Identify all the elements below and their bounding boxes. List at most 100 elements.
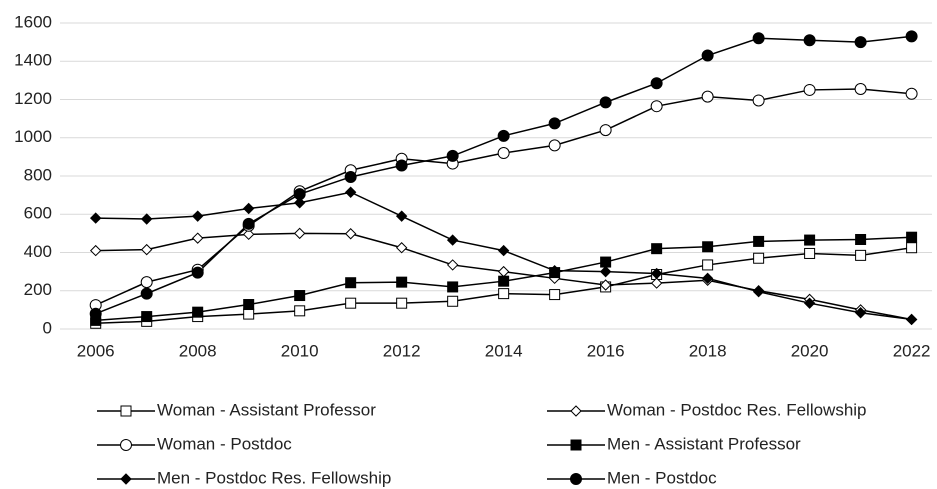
y-tick-label: 800 [24, 165, 52, 184]
marker [497, 244, 510, 257]
marker [803, 34, 816, 47]
marker [140, 276, 153, 289]
legend-label: Woman - Postdoc Res. Fellowship [607, 400, 867, 419]
legend-label: Woman - Assistant Professor [157, 400, 376, 419]
legend-label: Men - Postdoc [607, 468, 717, 487]
legend-item: Men - Assistant Professor [547, 434, 801, 453]
marker [753, 252, 765, 264]
marker [599, 124, 612, 137]
x-tick-label: 2016 [587, 341, 625, 360]
marker [396, 297, 408, 309]
marker [345, 277, 357, 289]
marker [498, 275, 510, 287]
x-tick-label: 2018 [689, 341, 727, 360]
marker [293, 197, 306, 209]
marker [89, 307, 102, 320]
marker [497, 147, 510, 160]
marker [345, 297, 357, 309]
x-tick-label: 2020 [791, 341, 829, 360]
marker [191, 266, 204, 279]
marker [906, 231, 918, 243]
marker [242, 228, 255, 241]
marker [650, 277, 663, 289]
marker [855, 249, 867, 261]
marker [651, 243, 663, 255]
legend-label: Men - Postdoc Res. Fellowship [157, 468, 391, 487]
marker [752, 32, 765, 45]
marker [804, 247, 816, 259]
marker [549, 289, 561, 301]
marker [89, 244, 102, 257]
marker [294, 290, 306, 302]
y-tick-label: 1600 [14, 12, 52, 31]
marker [344, 228, 357, 240]
marker [905, 313, 918, 326]
marker [446, 149, 459, 162]
marker [120, 439, 132, 451]
marker [600, 256, 612, 268]
marker [344, 186, 357, 198]
marker [243, 308, 255, 320]
marker [191, 232, 204, 244]
marker [906, 242, 918, 254]
marker [650, 100, 663, 113]
marker [395, 242, 408, 254]
marker [650, 77, 663, 90]
legend-label: Men - Assistant Professor [607, 434, 801, 453]
y-tick-label: 1200 [14, 89, 52, 108]
legend-item: Woman - Assistant Professor [97, 400, 376, 419]
legend-item: Woman - Postdoc Res. Fellowship [547, 400, 867, 419]
marker [599, 279, 612, 291]
x-tick-label: 2006 [77, 341, 115, 360]
legend-item: Woman - Postdoc [97, 434, 292, 453]
marker [548, 139, 561, 152]
marker [854, 82, 867, 95]
y-tick-label: 400 [24, 242, 52, 261]
marker [701, 272, 714, 285]
x-tick-label: 2012 [383, 341, 421, 360]
marker [752, 94, 765, 107]
marker [396, 276, 408, 288]
marker [803, 83, 816, 96]
marker [854, 36, 867, 49]
legend: Woman - Assistant Professor Woman - Postd… [97, 400, 867, 487]
marker [497, 265, 510, 278]
marker [548, 264, 561, 277]
marker [804, 234, 816, 246]
marker [395, 210, 408, 222]
marker [599, 96, 612, 109]
legend-item: Men - Postdoc Res. Fellowship [97, 468, 391, 487]
y-tick-label: 600 [24, 204, 52, 223]
marker [905, 87, 918, 100]
y-tick-label: 0 [43, 318, 52, 337]
y-tick-label: 1000 [14, 127, 52, 146]
marker [855, 233, 867, 245]
legend-item: Men - Postdoc [547, 468, 717, 487]
marker [599, 265, 612, 278]
marker [446, 234, 459, 246]
marker [243, 299, 255, 311]
marker [242, 202, 255, 215]
marker [446, 259, 459, 271]
marker [753, 235, 765, 247]
marker [701, 49, 714, 62]
marker [650, 267, 663, 280]
marker [89, 212, 102, 224]
marker [242, 217, 255, 230]
marker [293, 227, 306, 240]
marker [702, 259, 714, 271]
marker [140, 243, 153, 256]
marker [548, 117, 561, 130]
y-tick-label: 200 [24, 280, 52, 299]
marker [498, 288, 510, 300]
marker [447, 295, 459, 307]
marker [192, 306, 204, 318]
x-tick-label: 2022 [893, 341, 931, 360]
marker [120, 473, 132, 485]
x-tick-label: 2008 [179, 341, 217, 360]
marker [141, 311, 153, 323]
y-tick-label: 1400 [14, 51, 52, 70]
marker [395, 159, 408, 172]
marker [140, 213, 153, 225]
